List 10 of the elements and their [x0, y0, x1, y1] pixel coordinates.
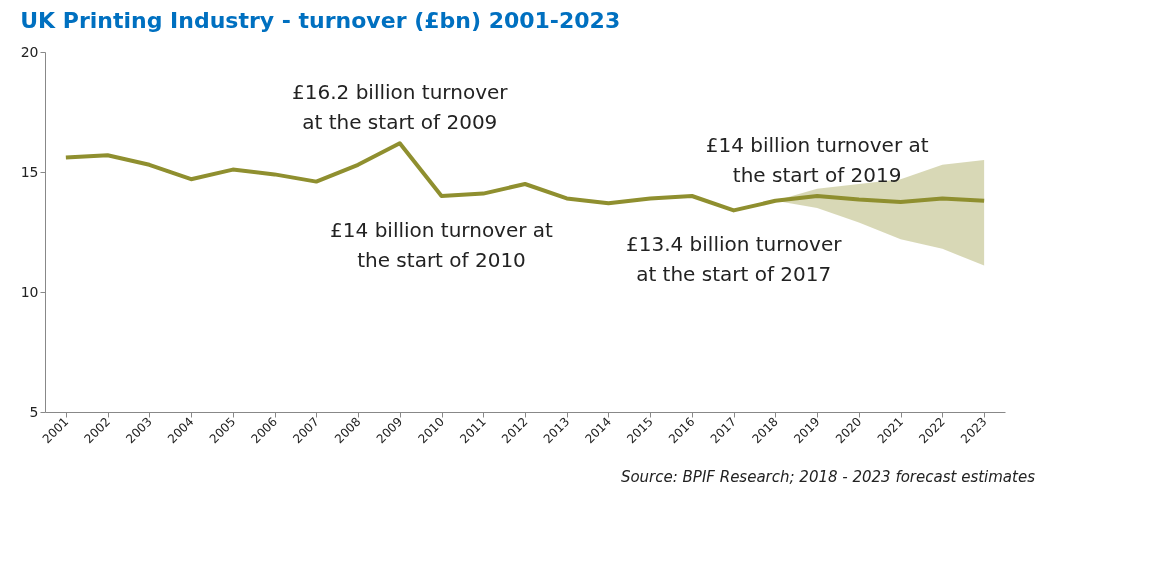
y-tick-label: 15	[20, 163, 39, 180]
annotation: £16.2 billion turnover at the start of 2009	[292, 80, 509, 135]
chart-title: UK Printing Industry - turnover (£bn) 2001-2023	[20, 8, 621, 33]
annotation: £14 billion turnover at the start of 2010	[330, 218, 554, 272]
annotation: £13.4 billion turnover at the start of 2017	[625, 232, 843, 287]
y-tick-label: 5	[29, 403, 39, 420]
y-tick-label: 20	[20, 43, 39, 60]
source-note: Source: BPIF Research; 2018 - 2023 forecast estimates	[620, 468, 1036, 486]
annotation: £14 billion turnover at the start of 2019	[705, 133, 929, 187]
y-tick-label: 10	[20, 283, 39, 300]
